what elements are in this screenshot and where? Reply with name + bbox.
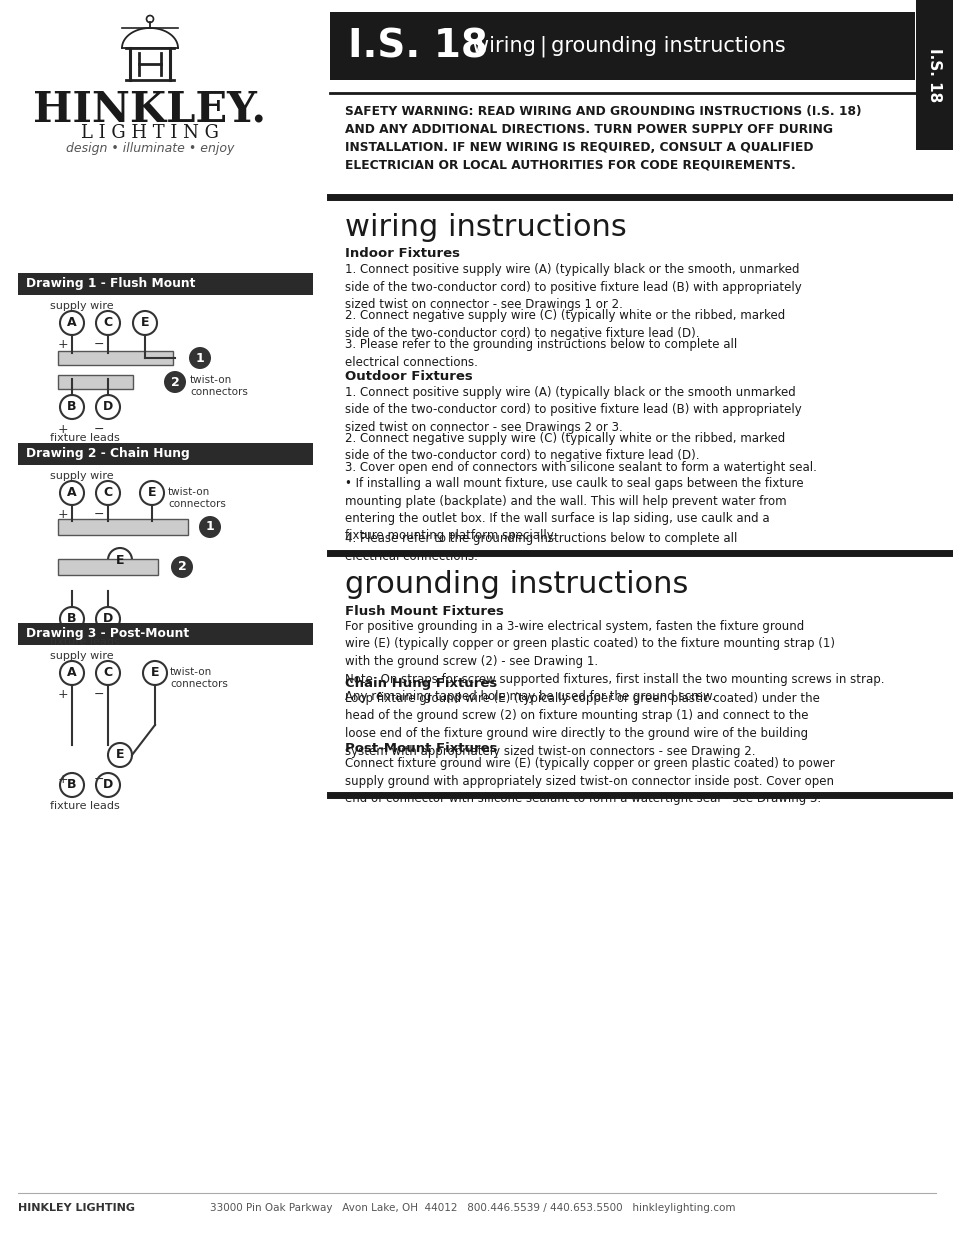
Text: 1: 1 [206, 520, 214, 534]
Text: • If installing a wall mount fixture, use caulk to seal gaps between the fixture: • If installing a wall mount fixture, us… [345, 477, 802, 542]
Circle shape [60, 606, 84, 631]
Text: B: B [67, 400, 76, 414]
Text: 2. Connect negative supply wire (C) (typically white or the ribbed, marked
side : 2. Connect negative supply wire (C) (typ… [345, 432, 784, 462]
Text: B: B [67, 778, 76, 792]
Text: +: + [57, 688, 69, 701]
Bar [58, 375, 132, 389]
Text: Drawing 3 - Post-Mount: Drawing 3 - Post-Mount [26, 627, 189, 641]
Text: C: C [103, 316, 112, 330]
Text: A: A [67, 316, 77, 330]
Text: supply wire: supply wire [50, 301, 113, 311]
Text: B: B [67, 613, 76, 625]
Text: D: D [103, 778, 113, 792]
Text: −: − [93, 338, 104, 351]
Text: +: + [57, 773, 69, 785]
Text: A: A [67, 667, 77, 679]
Bar [915, 0, 953, 149]
Bar [18, 443, 313, 466]
Text: Outdoor Fixtures: Outdoor Fixtures [345, 370, 473, 383]
Circle shape [132, 311, 157, 335]
Text: Drawing 1 - Flush Mount: Drawing 1 - Flush Mount [26, 278, 195, 290]
Text: +: + [57, 338, 69, 351]
Text: HINKLEY.: HINKLEY. [33, 88, 266, 130]
Text: D: D [103, 400, 113, 414]
Text: design • illuminate • enjoy: design • illuminate • enjoy [66, 142, 233, 156]
Text: twist-on: twist-on [168, 487, 210, 496]
Text: A: A [67, 487, 77, 499]
Circle shape [108, 743, 132, 767]
Bar [58, 519, 188, 535]
Text: For positive grounding in a 3-wire electrical system, fasten the fixture ground
: For positive grounding in a 3-wire elect… [345, 620, 883, 703]
Text: L I G H T I N G: L I G H T I N G [81, 124, 218, 142]
Text: E: E [148, 487, 156, 499]
Text: −: − [93, 508, 104, 521]
Circle shape [189, 347, 211, 369]
Text: HINKLEY LIGHTING: HINKLEY LIGHTING [18, 1203, 135, 1213]
Text: wiring | grounding instructions: wiring | grounding instructions [472, 36, 785, 57]
Text: fixture leads: fixture leads [50, 637, 120, 647]
Text: SAFETY WARNING: READ WIRING AND GROUNDING INSTRUCTIONS (I.S. 18)
AND ANY ADDITIO: SAFETY WARNING: READ WIRING AND GROUNDIN… [345, 105, 861, 172]
Text: Chain Hung Fixtures: Chain Hung Fixtures [345, 677, 497, 690]
Bar [58, 351, 172, 366]
Circle shape [60, 773, 84, 797]
Text: E: E [151, 667, 159, 679]
Text: Post-Mount Fixtures: Post-Mount Fixtures [345, 742, 497, 755]
Text: 33000 Pin Oak Parkway   Avon Lake, OH  44012   800.446.5539 / 440.653.5500   hin: 33000 Pin Oak Parkway Avon Lake, OH 4401… [210, 1203, 735, 1213]
Text: +: + [57, 424, 69, 436]
Text: −: − [93, 773, 104, 785]
Circle shape [96, 395, 120, 419]
Text: E: E [115, 748, 124, 762]
Text: I.S. 18: I.S. 18 [926, 48, 942, 103]
Circle shape [96, 773, 120, 797]
Circle shape [96, 661, 120, 685]
Text: Loop fixture ground wire (E) (typically copper or green plastic coated) under th: Loop fixture ground wire (E) (typically … [345, 692, 819, 757]
Text: supply wire: supply wire [50, 471, 113, 480]
Text: 2: 2 [171, 375, 179, 389]
Text: Indoor Fixtures: Indoor Fixtures [345, 247, 459, 261]
Text: 3. Please refer to the grounding instructions below to complete all
electrical c: 3. Please refer to the grounding instruc… [345, 338, 737, 368]
Circle shape [164, 370, 186, 393]
Text: connectors: connectors [190, 387, 248, 396]
Bar [330, 12, 914, 80]
Circle shape [60, 395, 84, 419]
Text: D: D [103, 613, 113, 625]
Text: E: E [141, 316, 149, 330]
Text: fixture leads: fixture leads [50, 433, 120, 443]
Text: −: − [93, 688, 104, 701]
Text: Flush Mount Fixtures: Flush Mount Fixtures [345, 605, 503, 618]
Text: +: + [57, 508, 69, 521]
Text: Drawing 2 - Chain Hung: Drawing 2 - Chain Hung [26, 447, 190, 461]
Text: supply wire: supply wire [50, 651, 113, 661]
Text: 1. Connect positive supply wire (A) (typically black or the smooth unmarked
side: 1. Connect positive supply wire (A) (typ… [345, 387, 801, 433]
Text: C: C [103, 487, 112, 499]
Circle shape [96, 480, 120, 505]
Text: Connect fixture ground wire (E) (typically copper or green plastic coated) to po: Connect fixture ground wire (E) (typical… [345, 757, 834, 805]
Text: wiring instructions: wiring instructions [345, 212, 626, 242]
Text: 2. Connect negative supply wire (C) (typically white or the ribbed, marked
side : 2. Connect negative supply wire (C) (typ… [345, 309, 784, 340]
Text: twist-on: twist-on [190, 375, 232, 385]
Text: E: E [115, 553, 124, 567]
Circle shape [108, 548, 132, 572]
Circle shape [199, 516, 221, 538]
Bar [18, 273, 313, 295]
Text: fixture leads: fixture leads [50, 802, 120, 811]
Circle shape [140, 480, 164, 505]
Circle shape [171, 556, 193, 578]
Circle shape [60, 311, 84, 335]
Text: 4. Please refer to the grounding instructions below to complete all
electrical c: 4. Please refer to the grounding instruc… [345, 532, 737, 562]
Text: 1. Connect positive supply wire (A) (typically black or the smooth, unmarked
sid: 1. Connect positive supply wire (A) (typ… [345, 263, 801, 311]
Text: grounding instructions: grounding instructions [345, 571, 688, 599]
Circle shape [96, 606, 120, 631]
Text: 2: 2 [177, 561, 186, 573]
Text: 1: 1 [195, 352, 204, 364]
Bar [18, 622, 313, 645]
Circle shape [143, 661, 167, 685]
Text: C: C [103, 667, 112, 679]
Circle shape [60, 480, 84, 505]
Circle shape [60, 661, 84, 685]
Text: connectors: connectors [168, 499, 226, 509]
Text: connectors: connectors [170, 679, 228, 689]
Text: −: − [93, 424, 104, 436]
Text: I.S. 18: I.S. 18 [348, 27, 487, 65]
Text: twist-on: twist-on [170, 667, 212, 677]
